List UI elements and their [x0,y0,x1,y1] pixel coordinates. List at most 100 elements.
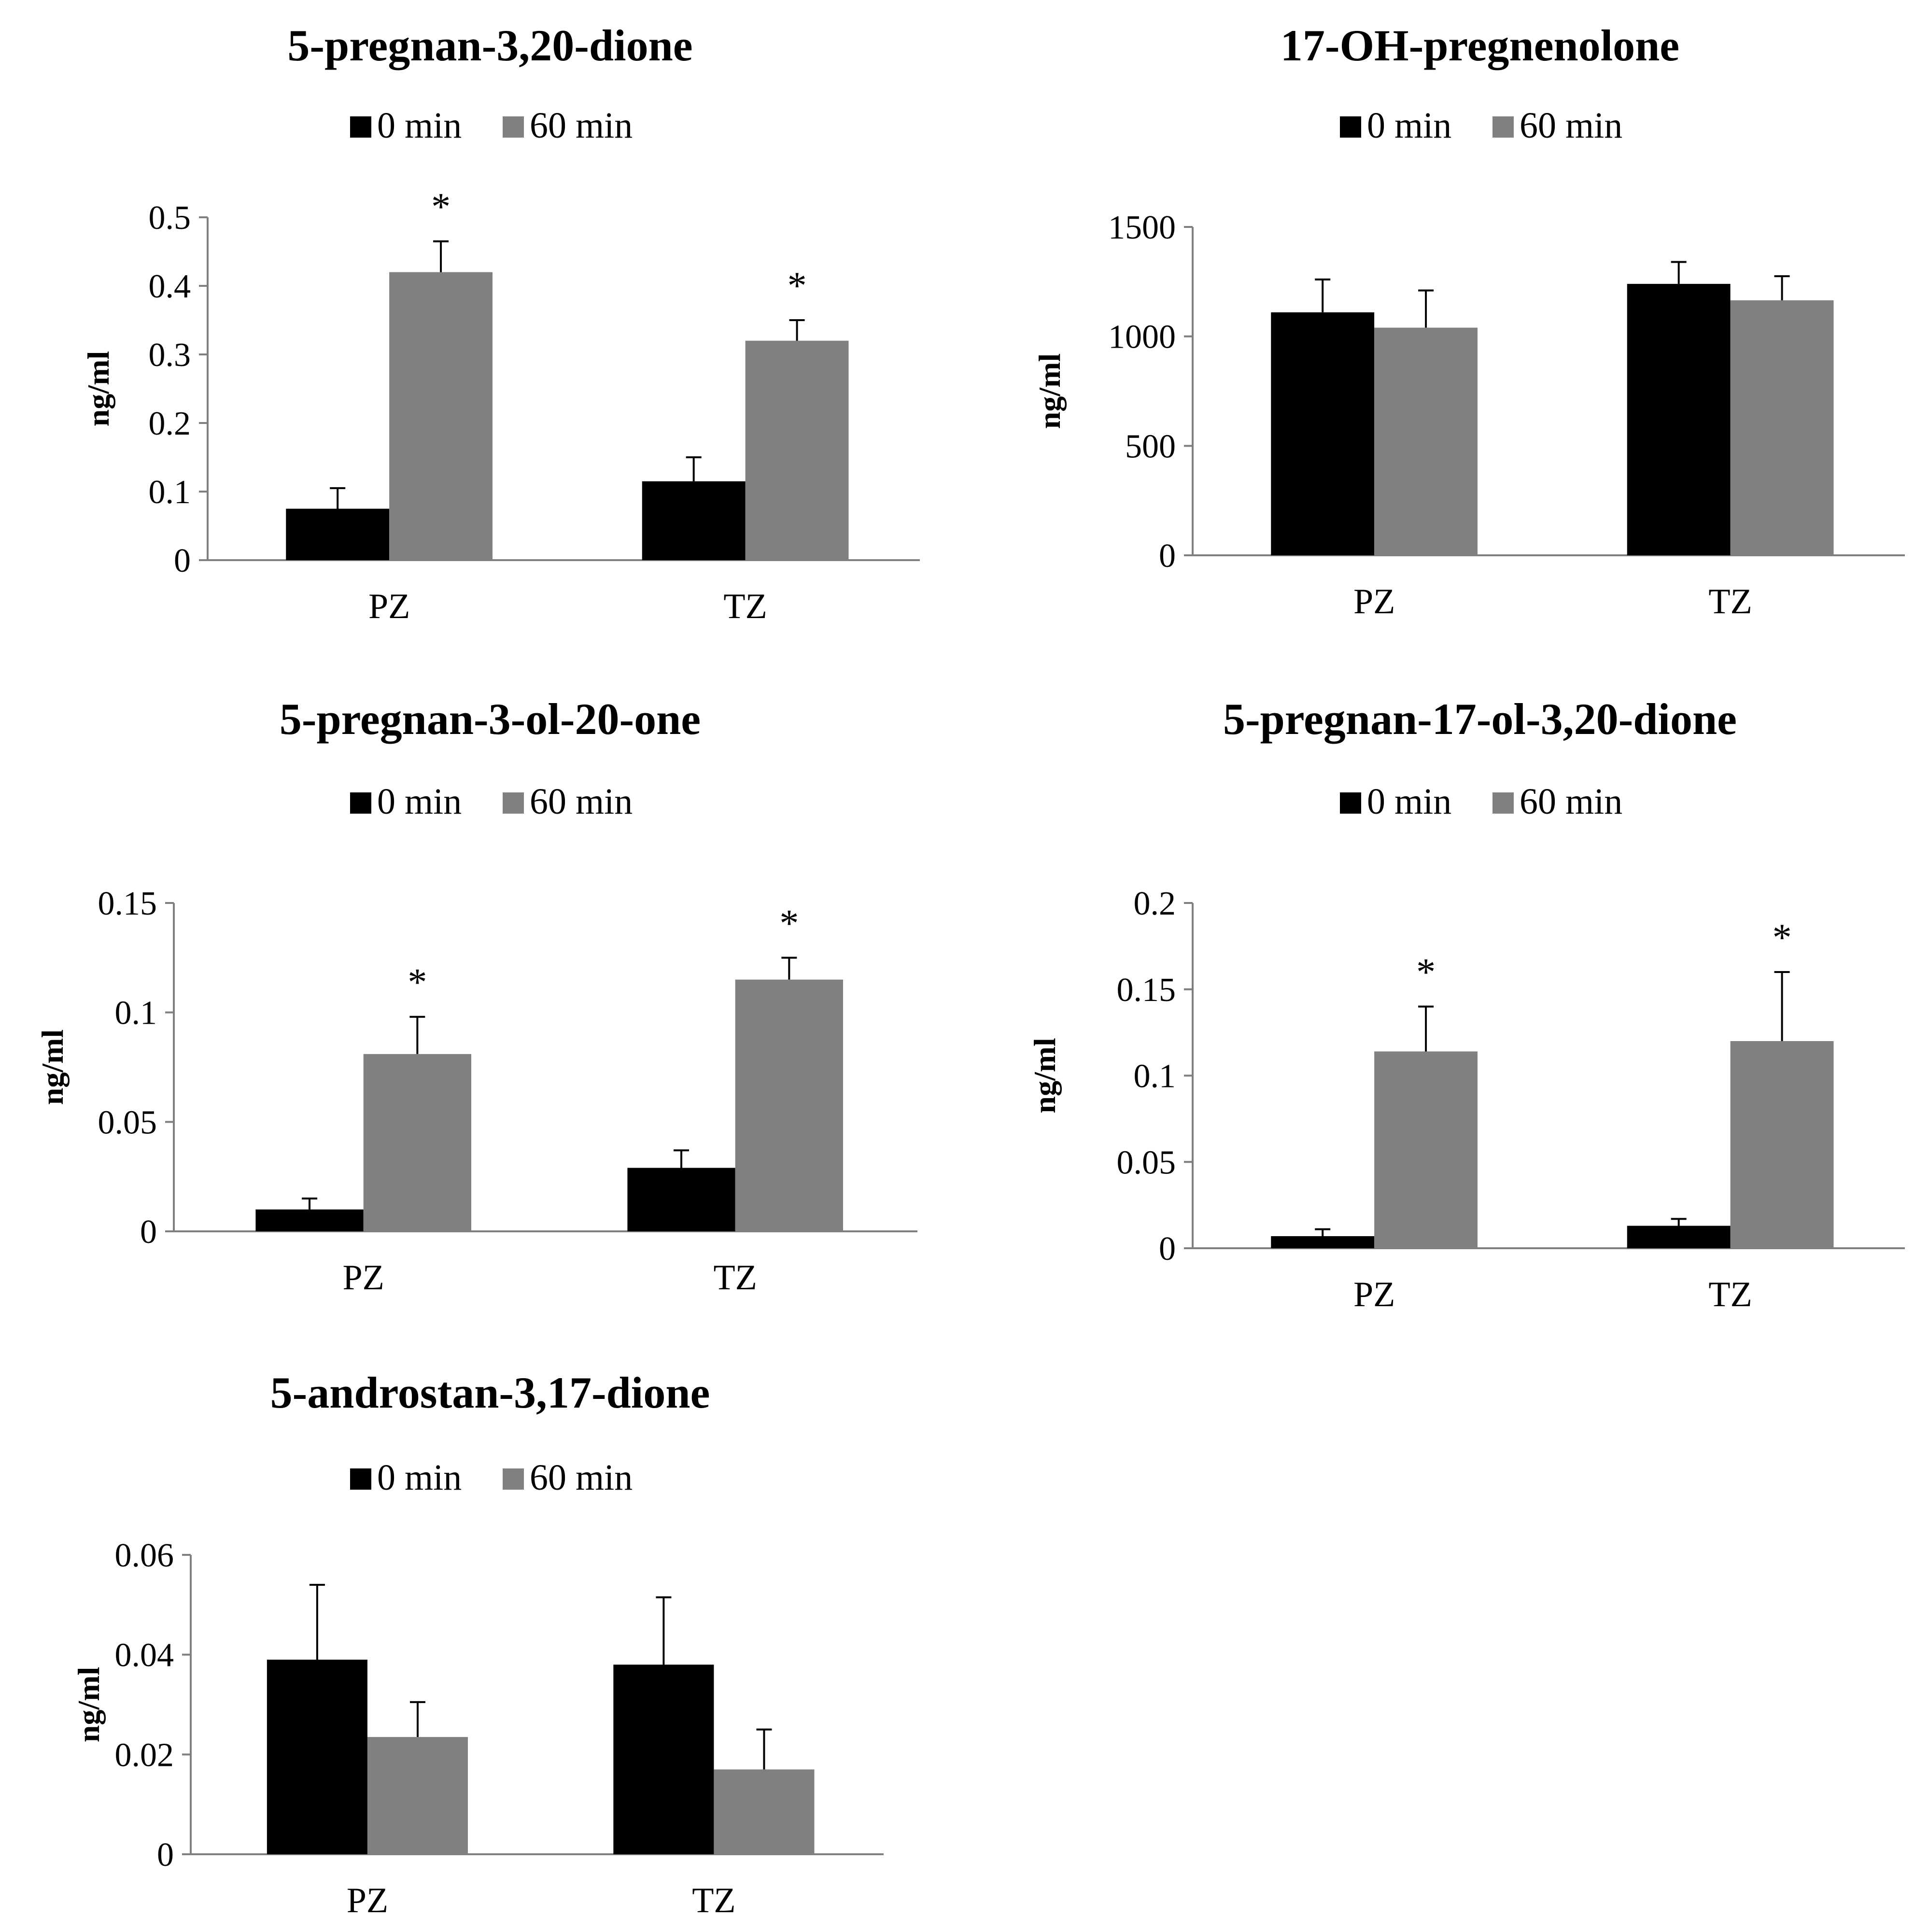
y-axis-label: ng/ml [71,1667,106,1742]
bar-pz-60-min [389,272,493,560]
bar-tz-60-min [735,979,843,1231]
x-category-label: PZ [1353,1275,1395,1314]
bar-tz-0-min [613,1664,714,1854]
significance-marker: * [779,902,799,945]
x-category-label: PZ [347,1881,388,1920]
legend: 0 min 60 min [350,1457,633,1498]
y-tick-label: 0.1 [115,995,157,1032]
legend-label: 0 min [377,781,462,822]
x-category-label: TZ [713,1258,757,1297]
significance-marker: * [431,186,451,228]
bar-pz-60-min [1374,1051,1478,1248]
y-tick-label: 0 [174,542,191,579]
chart-5-pregnan-17-ol-3-20-dione: 5-pregnan-17-ol-3,20-dione 0 min 60 min 0 0.… [1028,694,1905,1314]
x-category-label: PZ [368,587,410,626]
legend-swatch-60-min [503,792,524,814]
y-tick-label: 500 [1125,428,1176,465]
bar-tz-60-min [1730,1041,1834,1248]
chart-title: 5-pregnan-3-ol-20-one [280,694,701,744]
y-tick-label: 0.05 [98,1104,157,1141]
y-tick-label: 0.1 [149,474,191,511]
significance-marker: * [1773,917,1792,959]
bar-tz-0-min [642,481,746,560]
y-tick-label: 0.04 [115,1637,174,1674]
y-tick-label: 1500 [1108,209,1176,246]
y-tick-label: 0.05 [1117,1144,1176,1181]
y-tick-label: 0.06 [115,1537,174,1574]
legend-swatch-0-min [1340,116,1361,138]
chart-5-pregnan-3-ol-20-one: 5-pregnan-3-ol-20-one 0 min 60 min 0 0.05 0.1… [35,694,917,1297]
chart-5-pregnan-3-20-dione: 5-pregnan-3,20-dione 0 min 60 min 0 0.1 0.2 0.… [81,21,920,626]
legend-swatch-60-min [503,116,524,138]
x-category-label: PZ [343,1258,384,1297]
bar-pz-60-min [367,1737,468,1854]
bar-tz-60-min [1730,300,1834,555]
y-tick-label: 0 [1159,537,1176,575]
y-tick-label: 0.2 [1134,885,1176,922]
legend-label: 0 min [377,1457,462,1498]
bar-tz-0-min [1627,283,1731,555]
chart-title: 5-androstan-3,17-dione [270,1368,710,1417]
chart-title: 17-OH-pregnenolone [1281,21,1679,70]
legend-label: 60 min [530,781,633,822]
bar-pz-0-min [1271,312,1375,555]
legend-swatch-0-min [1340,792,1361,814]
legend-label: 60 min [530,105,633,146]
bar-tz-60-min [745,340,849,560]
legend: 0 min 60 min [350,105,633,146]
x-category-label: TZ [1708,582,1752,621]
bar-pz-0-min [267,1660,367,1854]
bar-pz-0-min [286,508,390,560]
bar-pz-60-min [1374,327,1478,555]
y-axis-label: ng/ml [81,351,115,426]
bar-pz-0-min [255,1209,364,1231]
legend-label: 60 min [1520,105,1622,146]
y-tick-label: 0.15 [1117,972,1176,1009]
y-tick-label: 0.5 [149,199,191,237]
legend-label: 60 min [530,1457,633,1498]
chart-title: 5-pregnan-3,20-dione [287,21,692,70]
significance-marker: * [408,961,427,1004]
legend-label: 0 min [377,105,462,146]
legend-label: 0 min [1367,781,1451,822]
legend: 0 min 60 min [1340,781,1622,822]
x-category-label: TZ [692,1881,735,1920]
x-category-label: TZ [1708,1275,1752,1314]
y-tick-label: 0.02 [115,1736,174,1774]
significance-marker: * [1416,951,1436,994]
y-tick-label: 0.15 [98,885,157,922]
y-axis-label: ng/ml [1028,1038,1062,1113]
y-tick-label: 1000 [1108,319,1176,356]
chart-17-oh-pregnenolone: 17-OH-pregnenolone 0 min 60 min 0 500 1000 150… [1032,21,1905,621]
y-tick-label: 0 [1159,1230,1176,1268]
bar-pz-0-min [1271,1236,1375,1248]
legend-label: 0 min [1367,105,1451,146]
y-tick-label: 0.4 [149,268,191,305]
chart-title: 5-pregnan-17-ol-3,20-dione [1223,694,1737,744]
significance-marker: * [788,265,807,307]
y-tick-label: 0.3 [149,337,191,374]
legend-swatch-60-min [1493,792,1514,814]
y-tick-label: 0.1 [1134,1058,1176,1095]
y-tick-label: 0 [140,1213,157,1251]
y-axis-label: ng/ml [1032,353,1067,429]
bar-tz-60-min [714,1769,815,1854]
x-category-label: PZ [1353,582,1395,621]
legend-swatch-0-min [350,792,371,814]
bar-tz-0-min [627,1168,735,1231]
x-category-label: TZ [723,587,767,626]
legend-swatch-60-min [1493,116,1514,138]
legend-label: 60 min [1520,781,1622,822]
legend: 0 min 60 min [1340,105,1622,146]
legend-swatch-0-min [350,116,371,138]
chart-5-androstan-3-17-dione: 5-androstan-3,17-dione 0 min 60 min 0 0.02 0.… [71,1368,884,1920]
y-tick-label: 0.2 [149,405,191,442]
legend-swatch-0-min [350,1468,371,1490]
legend-swatch-60-min [503,1468,524,1490]
legend: 0 min 60 min [350,781,633,822]
y-tick-label: 0 [157,1836,174,1874]
bar-pz-60-min [363,1054,471,1231]
y-axis-label: ng/ml [35,1029,70,1105]
bar-tz-0-min [1627,1226,1731,1248]
